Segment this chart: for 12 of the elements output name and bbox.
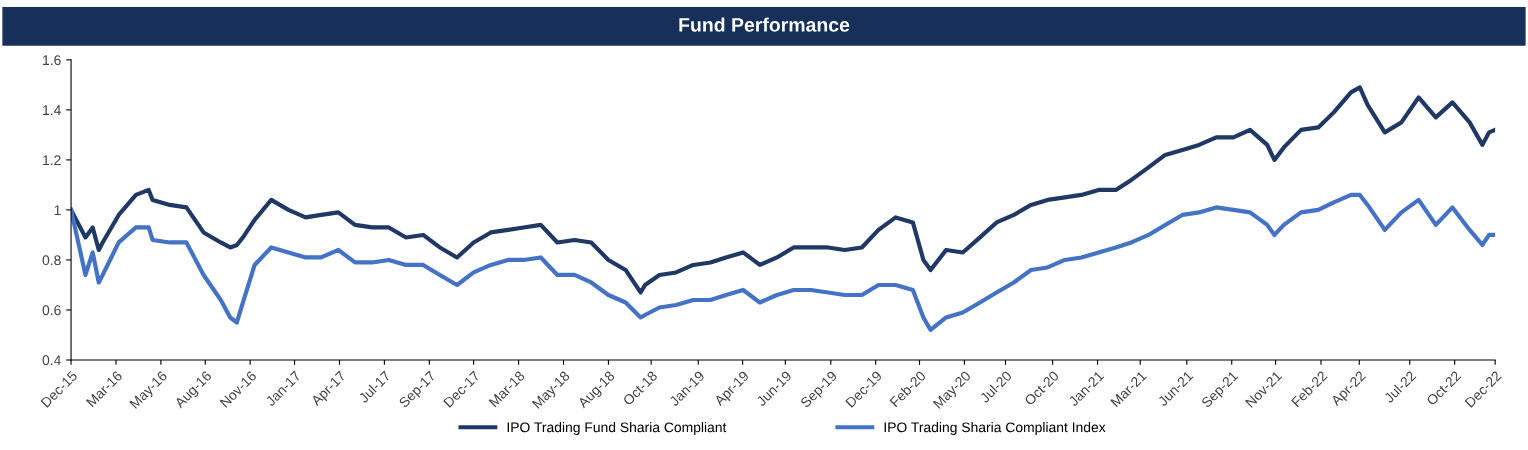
legend-label: IPO Trading Fund Sharia Compliant: [507, 422, 727, 435]
y-tick-label: 1: [54, 205, 61, 215]
chart-title: Fund Performance: [679, 17, 850, 32]
y-tick-label: 0.8: [42, 255, 61, 266]
y-tick-label: 0.6: [42, 305, 61, 316]
y-tick-label: 1.4: [43, 105, 61, 115]
line-series: [71, 85, 1496, 295]
y-tick-label: 1.6: [43, 55, 61, 66]
y-tick-label: 0.4: [42, 355, 61, 366]
line-series: [71, 192, 1496, 333]
y-tick-label: 1.2: [43, 155, 61, 165]
legend-label: IPO Trading Sharia Compliant Index: [884, 422, 1106, 435]
